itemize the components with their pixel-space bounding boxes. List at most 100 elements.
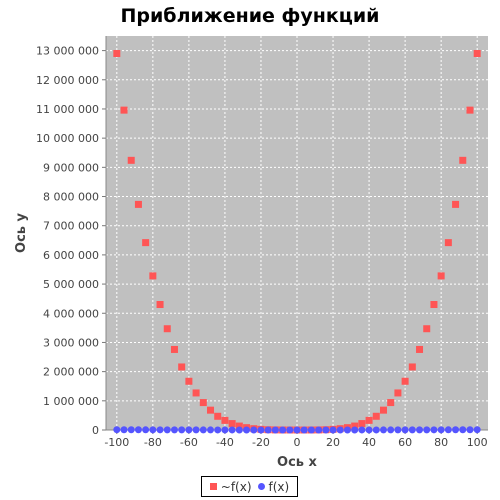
x-tick-label: -40 <box>216 436 234 449</box>
approx-point <box>185 377 193 385</box>
exact-point <box>372 426 380 434</box>
exact-point <box>257 426 265 434</box>
y-tick-label: 6 000 000 <box>43 249 99 262</box>
approx-point <box>387 399 395 407</box>
approx-point <box>214 412 222 420</box>
y-axis-label: Ось y <box>14 212 29 253</box>
exact-point <box>437 426 445 434</box>
exact-point <box>307 426 315 434</box>
exact-point <box>235 426 243 434</box>
y-tick-label: 5 000 000 <box>43 278 99 291</box>
y-tick-label: 0 <box>92 424 99 437</box>
exact-point <box>408 426 416 434</box>
x-tick-label: 0 <box>294 436 301 449</box>
approx-point <box>358 420 366 428</box>
approx-point <box>408 363 416 371</box>
x-tick-label: -100 <box>104 436 129 449</box>
exact-point <box>286 426 294 434</box>
exact-point <box>459 426 467 434</box>
exact-point <box>221 426 229 434</box>
exact-point <box>142 426 150 434</box>
y-tick-label: 2 000 000 <box>43 366 99 379</box>
approx-point <box>473 50 481 58</box>
y-tick-label: 13 000 000 <box>36 45 99 58</box>
approx-point <box>459 156 467 164</box>
legend-label-approx: ~f(x) <box>220 479 252 494</box>
approx-point <box>437 272 445 280</box>
approx-point <box>444 239 452 247</box>
approx-point <box>379 406 387 414</box>
exact-point <box>156 426 164 434</box>
approx-point <box>149 272 157 280</box>
approx-point <box>372 412 380 420</box>
approx-point <box>466 106 474 114</box>
exact-point <box>336 426 344 434</box>
exact-point <box>192 426 200 434</box>
x-tick-label: -20 <box>252 436 270 449</box>
approx-point <box>351 422 359 430</box>
exact-point <box>466 426 474 434</box>
exact-point <box>444 426 452 434</box>
approx-point <box>142 239 150 247</box>
approx-point <box>127 156 135 164</box>
exact-point <box>351 426 359 434</box>
approx-point <box>430 301 438 309</box>
y-tick-label: 12 000 000 <box>36 74 99 87</box>
approx-point <box>452 200 460 208</box>
legend-item-exact: f(x) <box>257 479 290 494</box>
chart-title: Приближение функций <box>120 5 379 27</box>
exact-point <box>250 426 258 434</box>
legend: ~f(x) f(x) <box>201 476 298 497</box>
approx-point <box>401 377 409 385</box>
x-tick-label: 100 <box>467 436 488 449</box>
x-tick-label: 60 <box>398 436 412 449</box>
approx-point <box>365 416 373 424</box>
exact-point <box>113 426 121 434</box>
exact-point <box>264 426 272 434</box>
exact-point <box>423 426 431 434</box>
approx-point <box>394 389 402 397</box>
approx-point <box>199 399 207 407</box>
approx-point <box>178 363 186 371</box>
exact-point <box>329 426 337 434</box>
y-tick-label: 8 000 000 <box>43 191 99 204</box>
exact-point <box>134 426 142 434</box>
x-tick-label: 80 <box>434 436 448 449</box>
exact-point <box>430 426 438 434</box>
exact-point <box>199 426 207 434</box>
approx-point <box>228 420 236 428</box>
y-tick-label: 10 000 000 <box>36 132 99 145</box>
exact-point <box>178 426 186 434</box>
exact-point <box>358 426 366 434</box>
approx-point <box>156 301 164 309</box>
x-tick-label: 40 <box>362 436 376 449</box>
y-tick-label: 7 000 000 <box>43 220 99 233</box>
exact-point <box>365 426 373 434</box>
approx-point <box>221 416 229 424</box>
x-tick-label: -80 <box>144 436 162 449</box>
legend-item-approx: ~f(x) <box>209 479 252 494</box>
x-tick-label: 20 <box>326 436 340 449</box>
approx-point <box>235 422 243 430</box>
y-tick-label: 3 000 000 <box>43 336 99 349</box>
y-tick-label: 11 000 000 <box>36 103 99 116</box>
exact-point <box>401 426 409 434</box>
exact-point <box>185 426 193 434</box>
exact-point <box>228 426 236 434</box>
approx-point <box>170 345 178 353</box>
legend-swatch-exact <box>257 483 265 490</box>
exact-point <box>271 426 279 434</box>
exact-point <box>163 426 171 434</box>
exact-point <box>149 426 157 434</box>
exact-point <box>120 426 128 434</box>
legend-label-exact: f(x) <box>268 479 290 494</box>
approx-point <box>134 200 142 208</box>
exact-point <box>379 426 387 434</box>
exact-point <box>207 426 215 434</box>
exact-point <box>473 426 481 434</box>
exact-point <box>214 426 222 434</box>
approx-point <box>207 406 215 414</box>
exact-point <box>127 426 135 434</box>
